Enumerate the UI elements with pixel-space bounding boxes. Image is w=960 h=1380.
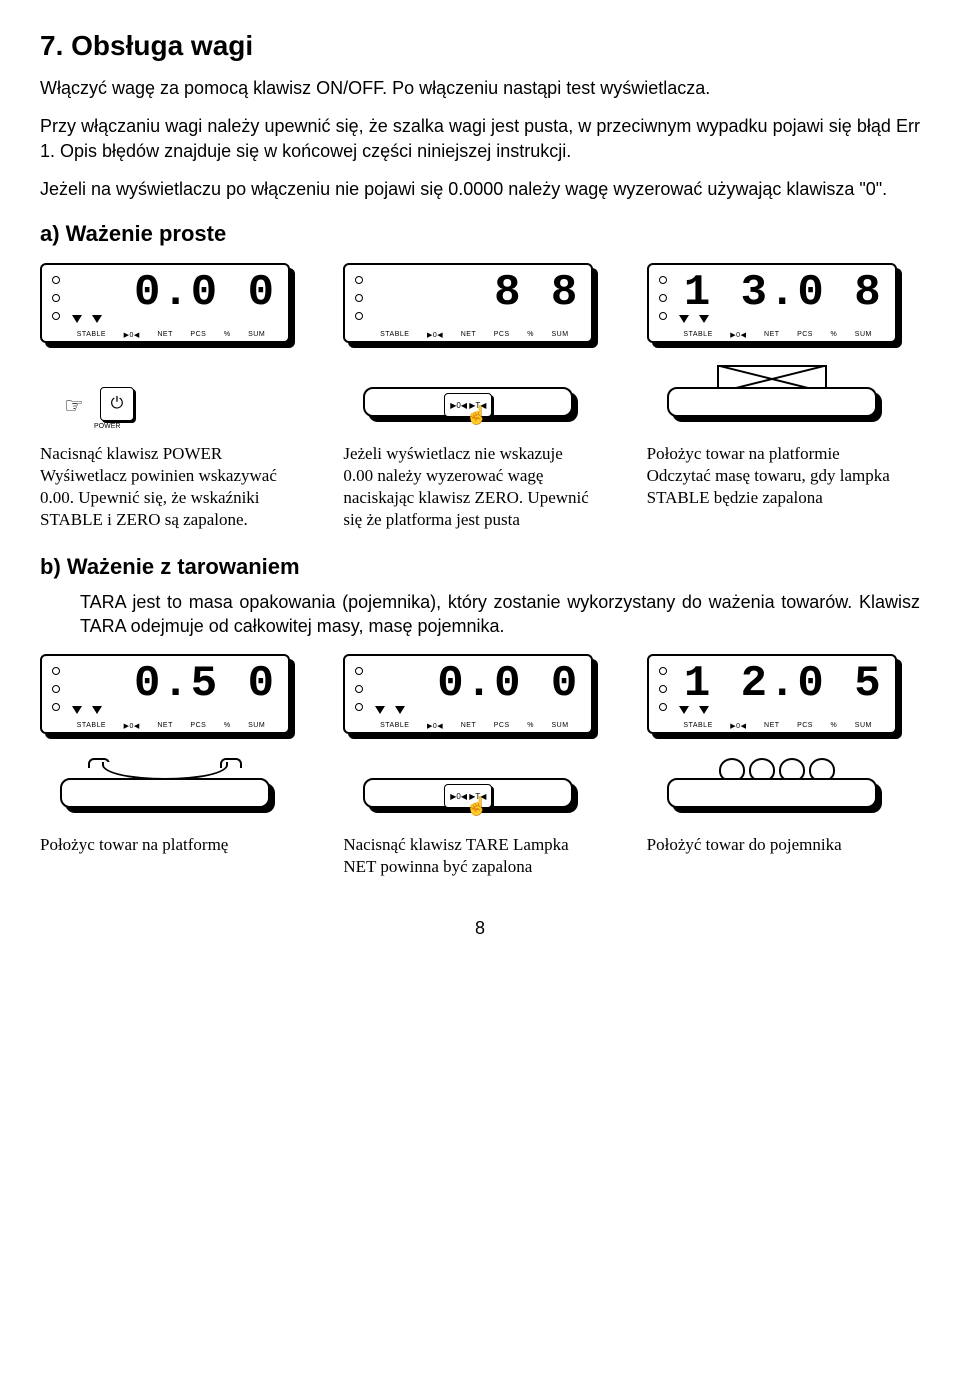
status-row: STABLE▶0◀NETPCS%SUM xyxy=(42,331,288,339)
panel-a2: 8 8 STABLE▶0◀NETPCS%SUM ▶0◀ ▶T◀ ☝ Jeżeli… xyxy=(343,263,616,531)
panel-b1: 0.5 0 STABLE▶0◀NETPCS%SUM Położyc towar … xyxy=(40,654,313,878)
lcd-digits: 0.0 0 xyxy=(355,662,583,706)
section-b-panels: 0.5 0 STABLE▶0◀NETPCS%SUM Położyc towar … xyxy=(40,654,920,878)
lcd-digits: 0.0 0 xyxy=(52,271,280,315)
pointing-hand-icon: ☝ xyxy=(466,405,492,431)
pointing-hand-icon: ☝ xyxy=(466,796,492,822)
status-row: STABLE▶0◀NETPCS%SUM xyxy=(42,722,288,730)
pointing-hand-icon: ☞ xyxy=(64,393,84,419)
section-a-panels: 0.0 0 STABLE▶0◀NETPCS%SUM ☞ ⏻ POWER Naci… xyxy=(40,263,920,531)
power-button-icon: ⏻ xyxy=(100,387,134,421)
lcd-digits: 8 8 xyxy=(355,271,583,315)
lcd-digits: 0.5 0 xyxy=(52,662,280,706)
panel-a3: 1 3.0 8 STABLE▶0◀NETPCS%SUM Położyc towa… xyxy=(647,263,920,531)
power-button-illustration: ☞ ⏻ POWER xyxy=(40,357,290,427)
panel-b2: 0.0 0 STABLE▶0◀NETPCS%SUM ▶0◀ ▶T◀ 000 ☝ … xyxy=(343,654,616,878)
lcd-display: 0.0 0 STABLE▶0◀NETPCS%SUM xyxy=(40,263,290,343)
paragraph-2: Przy włączaniu wagi należy upewnić się, … xyxy=(40,114,920,163)
status-row: STABLE▶0◀NETPCS%SUM xyxy=(345,331,591,339)
lcd-display: 0.0 0 STABLE▶0◀NETPCS%SUM xyxy=(343,654,593,734)
panel-a1: 0.0 0 STABLE▶0◀NETPCS%SUM ☞ ⏻ POWER Naci… xyxy=(40,263,313,531)
power-label: POWER xyxy=(94,423,120,430)
scale-with-bowl xyxy=(40,748,290,818)
caption-b3: Położyć towar do pojemnika xyxy=(647,834,897,856)
lcd-display: 8 8 STABLE▶0◀NETPCS%SUM xyxy=(343,263,593,343)
status-row: STABLE▶0◀NETPCS%SUM xyxy=(649,331,895,339)
heading-b: b) Ważenie z tarowaniem xyxy=(40,554,920,580)
scale-with-button: ▶0◀ ▶T◀ ☝ xyxy=(343,357,593,427)
caption-b2: Nacisnąć klawisz TARE Lampka NET powinna… xyxy=(343,834,593,878)
scale-with-box xyxy=(647,357,897,427)
heading-a: a) Ważenie proste xyxy=(40,221,920,247)
panel-b3: 1 2.0 5 STABLE▶0◀NETPCS%SUM Położyć towa… xyxy=(647,654,920,878)
caption-a1: Nacisnąć klawisz POWER Wyśiwetlacz powin… xyxy=(40,443,290,531)
status-row: STABLE▶0◀NETPCS%SUM xyxy=(649,722,895,730)
status-row: STABLE▶0◀NETPCS%SUM xyxy=(345,722,591,730)
lcd-display: 0.5 0 STABLE▶0◀NETPCS%SUM xyxy=(40,654,290,734)
caption-a3: Położyc towar na platformie Odczytać mas… xyxy=(647,443,897,509)
tara-paragraph: TARA jest to masa opakowania (pojemnika)… xyxy=(80,590,920,639)
caption-b1: Położyc towar na platformę xyxy=(40,834,290,856)
scale-with-goods xyxy=(647,748,897,818)
lcd-display: 1 2.0 5 STABLE▶0◀NETPCS%SUM xyxy=(647,654,897,734)
caption-a2: Jeżeli wyświetlacz nie wskazuje 0.00 nal… xyxy=(343,443,593,531)
paragraph-3: Jeżeli na wyświetlaczu po włączeniu nie … xyxy=(40,177,920,201)
page-number: 8 xyxy=(40,918,920,939)
lcd-digits: 1 2.0 5 xyxy=(659,662,887,706)
lcd-display: 1 3.0 8 STABLE▶0◀NETPCS%SUM xyxy=(647,263,897,343)
lcd-digits: 1 3.0 8 xyxy=(659,271,887,315)
scale-with-tare-button: ▶0◀ ▶T◀ 000 ☝ xyxy=(343,748,593,818)
paragraph-1: Włączyć wagę za pomocą klawisz ON/OFF. P… xyxy=(40,76,920,100)
heading-main: 7. Obsługa wagi xyxy=(40,30,920,62)
